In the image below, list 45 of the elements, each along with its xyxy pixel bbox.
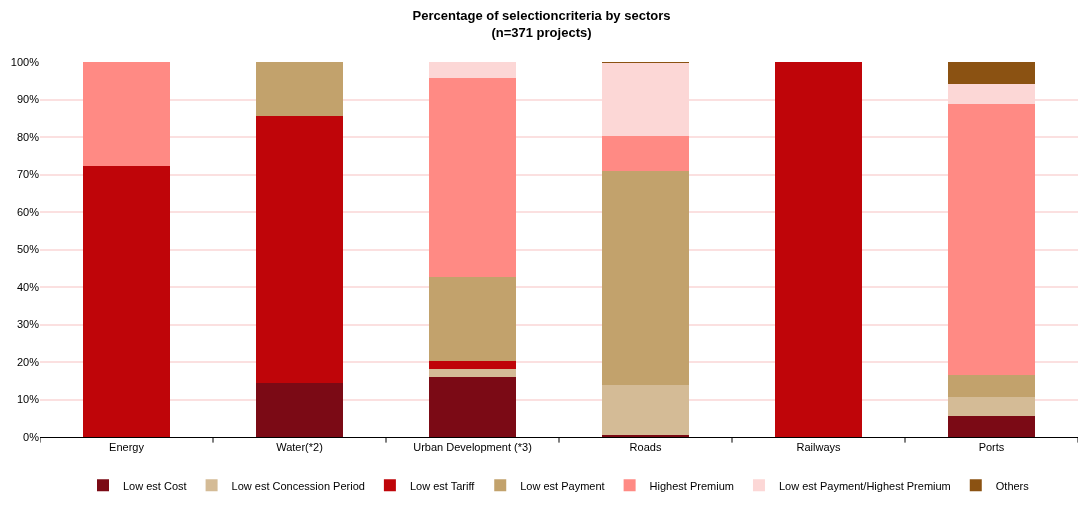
bar [83,166,170,437]
bar [948,62,1035,84]
x-tick-label: Urban Development (*3) [413,441,532,454]
legend-label: Low est Concession Period [231,479,365,492]
bar [602,385,689,436]
bar [775,62,862,437]
legend-label: Others [995,479,1030,492]
bar [429,78,516,277]
y-tick-label: 0% [23,430,40,443]
x-tick-label: Railways [796,441,841,454]
chart-title: Percentage of selectioncriteria by sectors (n=371 projects) [412,8,671,41]
y-tick-label: 30% [16,318,40,331]
bar [429,376,516,437]
y-tick-label: 80% [16,130,40,143]
bar [948,396,1035,416]
legend-label: Low est Cost [123,479,187,492]
y-tick-label: 10% [16,393,40,406]
bar [602,171,689,386]
bar [948,416,1035,437]
y-tick-label: 70% [16,168,40,181]
y-tick-label: 60% [16,205,40,218]
bar [256,62,343,116]
bar [948,103,1035,375]
bar [429,369,516,377]
bar [948,374,1035,397]
y-tick-label: 50% [16,243,40,256]
bar [256,383,343,437]
x-tick-label: Ports [978,441,1005,454]
x-tick-label: Roads [629,441,662,454]
bar [256,115,343,384]
x-tick-label: Water(*2) [276,441,323,454]
y-tick-label: 90% [16,93,40,106]
legend-label: Low est Payment/Highest Premium [778,479,951,492]
x-tick-label: Energy [109,441,145,454]
y-tick-label: 40% [16,280,40,293]
y-tick-label: 20% [16,355,40,368]
bar [429,360,516,370]
bar [83,62,170,167]
legend-label: Low est Payment [520,479,605,492]
bar [429,276,516,361]
y-tick-label: 100% [10,55,40,68]
legend-label: Low est Tariff [409,479,476,492]
legend-label: Highest Premium [649,479,734,492]
bar [602,136,689,172]
bar [429,62,516,79]
